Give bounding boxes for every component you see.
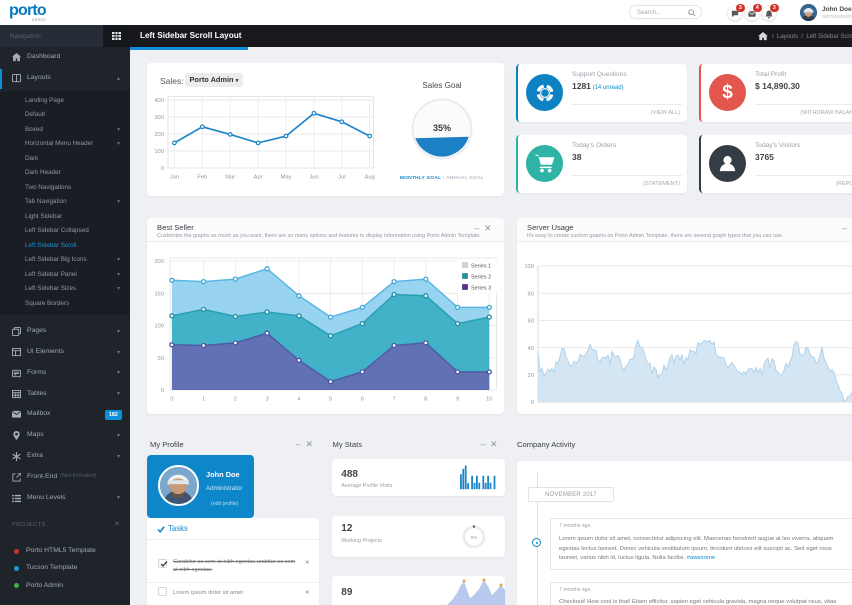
svg-text:1: 1 xyxy=(202,397,205,403)
svg-text:3: 3 xyxy=(265,397,268,403)
svg-text:100: 100 xyxy=(154,324,164,330)
svg-text:2: 2 xyxy=(234,397,237,403)
svg-text:0: 0 xyxy=(170,397,173,403)
svg-text:0%: 0% xyxy=(470,535,477,540)
svg-text:200: 200 xyxy=(154,132,164,138)
svg-text:0: 0 xyxy=(161,388,164,394)
svg-text:Feb: Feb xyxy=(197,175,207,181)
svg-text:300: 300 xyxy=(154,115,164,121)
svg-text:35%: 35% xyxy=(433,123,451,133)
svg-text:150: 150 xyxy=(154,291,164,297)
svg-text:80: 80 xyxy=(528,291,534,297)
svg-text:0: 0 xyxy=(531,400,534,406)
svg-text:6: 6 xyxy=(361,397,364,403)
svg-text:Series 3: Series 3 xyxy=(471,286,491,292)
svg-text:5: 5 xyxy=(329,397,332,403)
svg-text:Series 2: Series 2 xyxy=(471,275,491,281)
svg-text:Apr: Apr xyxy=(254,175,263,181)
svg-text:7: 7 xyxy=(392,397,395,403)
svg-text:Aug: Aug xyxy=(365,175,375,181)
svg-text:8: 8 xyxy=(424,397,427,403)
svg-text:0: 0 xyxy=(161,166,164,172)
svg-text:Jun: Jun xyxy=(309,175,318,181)
svg-text:Jan: Jan xyxy=(170,175,179,181)
svg-text:Jul: Jul xyxy=(338,175,345,181)
svg-text:Mar: Mar xyxy=(225,175,235,181)
svg-text:40: 40 xyxy=(528,346,534,352)
svg-text:May: May xyxy=(281,175,292,181)
svg-text:4: 4 xyxy=(297,397,301,403)
svg-text:10: 10 xyxy=(486,397,492,403)
svg-text:100: 100 xyxy=(154,149,164,155)
svg-text:20: 20 xyxy=(528,373,534,379)
svg-text:400: 400 xyxy=(154,98,164,104)
svg-text:50: 50 xyxy=(158,356,164,362)
svg-text:Series 1: Series 1 xyxy=(471,264,491,270)
svg-text:9: 9 xyxy=(456,397,459,403)
svg-text:200: 200 xyxy=(154,259,164,265)
svg-text:100: 100 xyxy=(524,264,534,270)
svg-text:60: 60 xyxy=(528,319,534,325)
